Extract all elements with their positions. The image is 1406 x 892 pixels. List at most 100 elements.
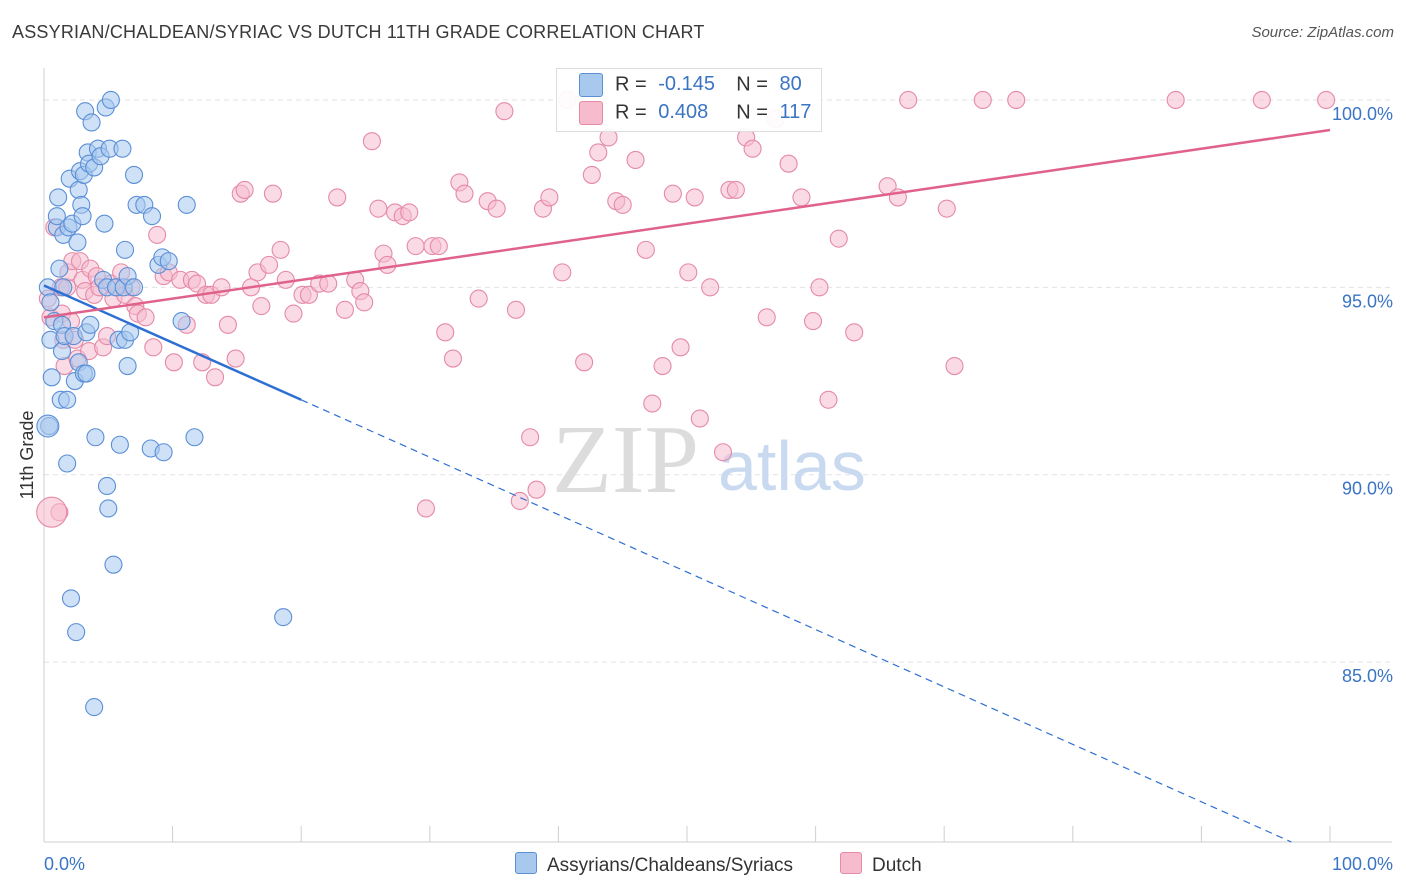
dutch-point bbox=[429, 237, 448, 256]
assyrian-point bbox=[73, 207, 92, 226]
assyrian-point bbox=[49, 188, 68, 207]
assyrian-point bbox=[42, 368, 61, 387]
dutch-point bbox=[726, 180, 745, 199]
assyrian-points bbox=[36, 90, 293, 717]
assyrian-point bbox=[118, 357, 137, 376]
assyrian-point bbox=[172, 312, 191, 331]
assyrian-point bbox=[99, 499, 118, 518]
dutch-point bbox=[553, 263, 572, 282]
assyrian-point bbox=[95, 214, 114, 233]
assyrian-point bbox=[274, 608, 293, 627]
dutch-point bbox=[937, 199, 956, 218]
axes bbox=[43, 68, 1392, 843]
dutch-point bbox=[362, 132, 381, 151]
assyrian-point bbox=[81, 315, 100, 334]
assyrian-point bbox=[104, 555, 123, 574]
legend-row-assyrian: R = -0.145 N = 80 bbox=[579, 73, 802, 103]
dutch-point bbox=[829, 229, 848, 248]
assyrian-point bbox=[124, 165, 144, 184]
trend-lines bbox=[43, 128, 1331, 843]
assyrian-point bbox=[97, 476, 117, 496]
watermark-atlas: atlas bbox=[718, 427, 866, 505]
n-value: 117 bbox=[779, 101, 812, 124]
dutch-point bbox=[506, 300, 526, 319]
dutch-point bbox=[685, 188, 704, 207]
dutch-point bbox=[469, 289, 488, 308]
assyrian-point bbox=[82, 113, 101, 132]
n-label: N = bbox=[736, 73, 768, 96]
dutch-point bbox=[510, 491, 529, 511]
dutch-point bbox=[1317, 90, 1336, 110]
dutch-point bbox=[899, 90, 918, 110]
dutch-point bbox=[713, 443, 733, 462]
y-tick-label: 100.0% bbox=[1332, 104, 1393, 124]
y-axis-title: 11th Grade bbox=[17, 411, 37, 500]
dutch-point bbox=[443, 349, 462, 368]
dutch-point bbox=[400, 203, 419, 222]
pink-swatch bbox=[579, 101, 603, 125]
x-tick-label-max: 100.0% bbox=[1332, 854, 1393, 874]
dutch-point bbox=[671, 338, 690, 357]
assyrian-point bbox=[124, 278, 144, 297]
source-label: Source: ZipAtlas.com bbox=[1251, 24, 1394, 41]
dutch-point bbox=[252, 297, 271, 316]
assyrian-trend-extension bbox=[300, 399, 1292, 843]
dutch-point bbox=[973, 90, 992, 110]
watermark: ZIP atlas bbox=[552, 406, 866, 514]
assyrian-point bbox=[47, 207, 66, 226]
assyrian-point bbox=[113, 139, 132, 158]
dutch-point bbox=[626, 150, 645, 169]
assyrian-point bbox=[68, 233, 87, 252]
assyrian-point bbox=[85, 698, 104, 717]
dutch-point bbox=[284, 304, 303, 323]
n-label: N = bbox=[736, 101, 768, 124]
r-label: R = bbox=[615, 73, 647, 96]
dutch-point bbox=[757, 308, 776, 327]
dutch-point bbox=[643, 394, 662, 413]
legend-item-assyrian: Assyrians/Chaldeans/Syriacs bbox=[515, 852, 793, 877]
assyrian-point bbox=[115, 240, 135, 259]
assyrian-point bbox=[58, 390, 77, 409]
dutch-point bbox=[205, 368, 225, 387]
dutch-point bbox=[653, 357, 672, 376]
assyrian-point bbox=[86, 428, 105, 447]
dutch-point bbox=[328, 188, 347, 207]
dutch-point bbox=[271, 240, 290, 259]
assyrian-point bbox=[101, 90, 120, 110]
dutch-point bbox=[945, 357, 964, 376]
dutch-point bbox=[235, 180, 254, 199]
dutch-point bbox=[1166, 90, 1185, 110]
dutch-point bbox=[36, 496, 68, 528]
dutch-point bbox=[226, 349, 245, 368]
r-value: 0.408 bbox=[658, 101, 709, 124]
pink-swatch bbox=[840, 852, 862, 874]
dutch-point bbox=[663, 184, 682, 203]
dutch-point bbox=[743, 139, 762, 158]
dutch-point bbox=[369, 199, 388, 218]
dutch-point bbox=[455, 184, 474, 203]
dutch-point bbox=[636, 240, 655, 259]
dutch-point bbox=[487, 199, 506, 218]
dutch-point bbox=[582, 165, 601, 184]
dutch-point bbox=[144, 338, 163, 357]
dutch-point bbox=[335, 300, 354, 319]
legend-item-dutch: Dutch bbox=[840, 852, 922, 877]
dutch-point bbox=[589, 143, 608, 162]
blue-swatch bbox=[515, 852, 537, 874]
y-tick-label: 95.0% bbox=[1342, 291, 1393, 311]
dutch-point bbox=[1252, 90, 1271, 110]
dutch-point bbox=[436, 323, 455, 342]
axis-labels: 85.0% 90.0% 95.0% 100.0% 0.0% 100.0% 11th Grad… bbox=[17, 104, 1393, 874]
dutch-point bbox=[495, 102, 514, 121]
dutch-point bbox=[792, 188, 811, 207]
assyrian-point bbox=[52, 342, 72, 361]
dutch-point bbox=[701, 278, 720, 297]
assyrian-point bbox=[36, 414, 60, 438]
assyrian-point bbox=[41, 293, 60, 312]
dutch-point bbox=[148, 225, 167, 244]
assyrian-point bbox=[142, 207, 162, 226]
dutch-point bbox=[613, 195, 632, 214]
dutch-point bbox=[1007, 90, 1026, 110]
assyrian-point bbox=[69, 180, 88, 199]
